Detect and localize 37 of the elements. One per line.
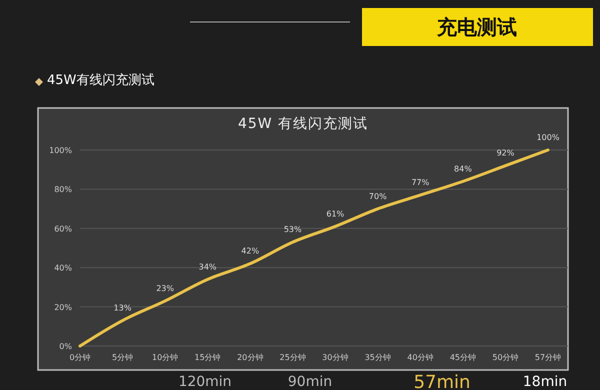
text: 90min: [288, 374, 332, 390]
x-tick-label: 20分钟: [237, 353, 264, 362]
data-label: 34%: [198, 262, 217, 272]
x-tick-label: 35分钟: [364, 353, 391, 362]
x-tick-label: 15分钟: [194, 353, 221, 362]
x-tick-label: 10分钟: [152, 353, 178, 362]
x-tick-label: 45分钟: [450, 353, 476, 362]
data-label: 13%: [114, 304, 132, 313]
data-label: 84%: [454, 164, 472, 174]
y-tick-label: 100%: [49, 146, 72, 155]
y-tick-label: 60%: [54, 224, 72, 234]
data-label: 23%: [156, 284, 174, 293]
data-label: 61%: [326, 209, 345, 218]
x-tick-label: 40分钟: [407, 353, 434, 362]
data-label: 92%: [496, 148, 515, 158]
data-label: 77%: [411, 178, 430, 188]
x-tick-label: 30分钟: [322, 353, 348, 362]
text: 120min: [178, 374, 232, 390]
x-tick-label: 0分钟: [69, 353, 91, 362]
data-label: 70%: [368, 192, 388, 201]
text: 57min: [414, 372, 470, 390]
data-label: 42%: [241, 246, 260, 256]
y-tick-label: 40%: [54, 264, 72, 273]
x-tick-label: 50分钟: [492, 353, 519, 362]
chart-title: 45W 有线闪充测试: [238, 116, 368, 132]
text: 充电测试: [436, 15, 517, 39]
data-label: 53%: [284, 225, 302, 234]
x-tick-label: 25分钟: [280, 353, 306, 362]
y-tick-label: 0%: [59, 342, 72, 351]
x-tick-label: 57分钟: [534, 353, 562, 362]
y-tick-label: 80%: [54, 185, 72, 194]
text: 18min: [522, 374, 568, 390]
data-label: 100%: [536, 133, 560, 142]
text: 45W有线闪充测试: [47, 73, 154, 88]
y-tick-label: 20%: [54, 302, 72, 312]
x-tick-label: 5分钟: [112, 353, 134, 362]
line-series: [78, 148, 550, 348]
